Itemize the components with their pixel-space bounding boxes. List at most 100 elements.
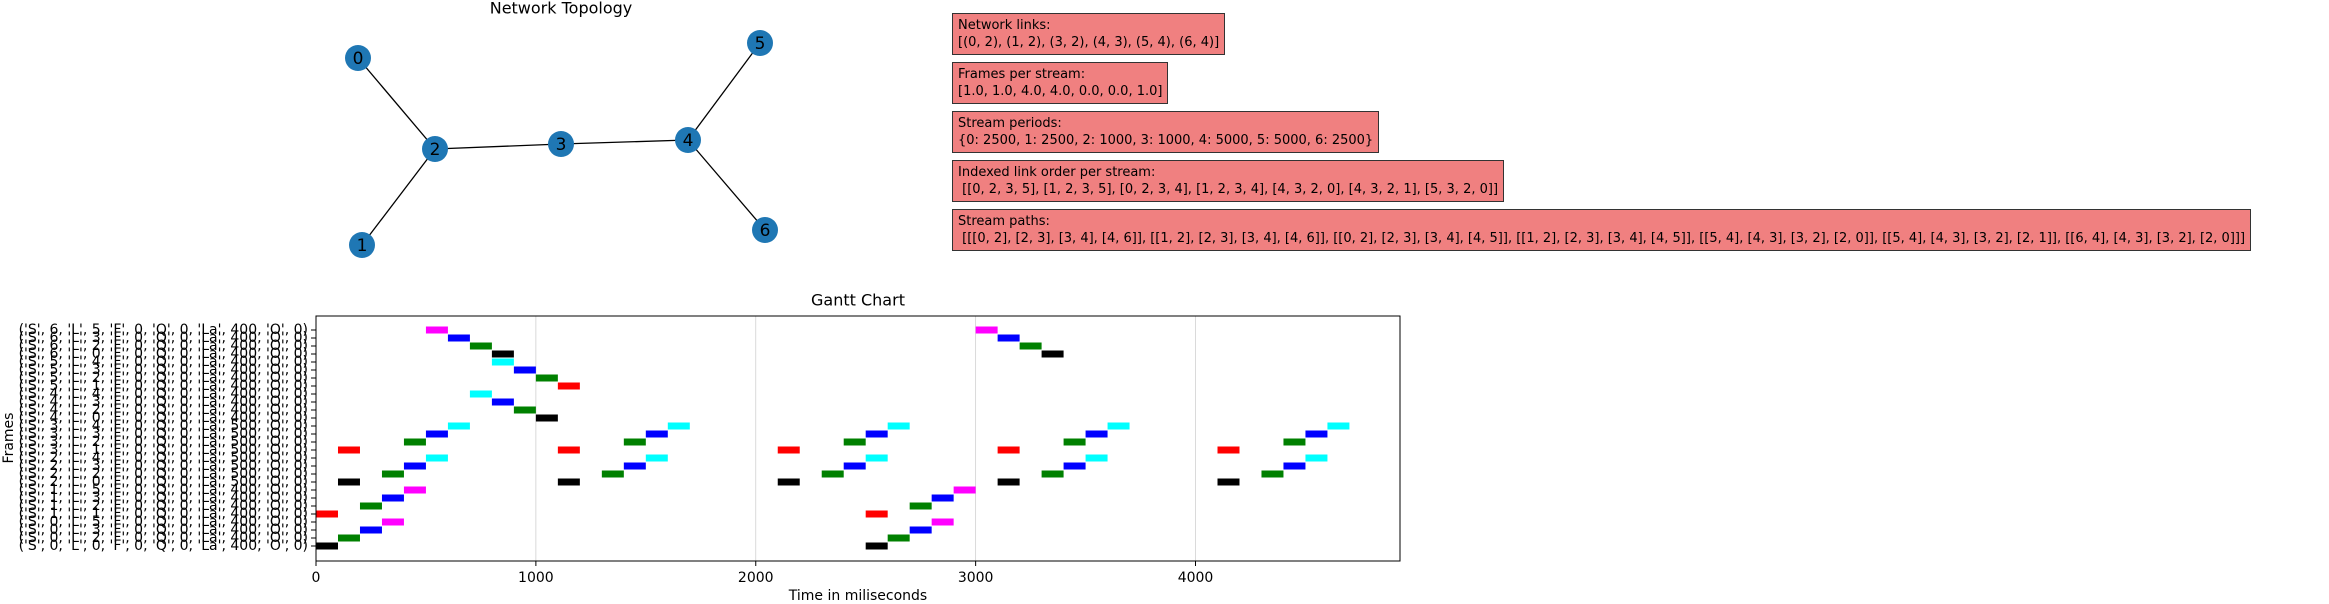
y-tick-label: ('S', 0, 'L', 3, 'F', 0, 'Q', 0, 'La', 4… <box>19 522 308 538</box>
x-tick-label: 2000 <box>738 570 774 586</box>
node-label: 2 <box>430 140 441 160</box>
info-box-text: [[0, 2, 3, 5], [1, 2, 3, 5], [0, 2, 3, 4… <box>958 182 1499 197</box>
node-label: 3 <box>556 135 567 155</box>
info-box-text: {0: 2500, 1: 2500, 2: 1000, 3: 1000, 4: … <box>958 133 1374 148</box>
edge <box>560 139 689 145</box>
gantt-bar <box>843 438 866 446</box>
y-tick-label: ('S', 4, 'L', 3, 'F', 0, 'Q', 0, 'La', 4… <box>19 394 308 410</box>
gantt-bar <box>316 510 338 518</box>
x-axis-label: Time in miliseconds <box>788 588 927 604</box>
gantt-bar <box>381 470 404 478</box>
node <box>675 127 701 153</box>
gantt-bar <box>337 446 360 454</box>
y-tick-label: ('S', 3, 'L', 2, 'F', 0, 'Q', 0, 'La', 5… <box>19 434 308 450</box>
gantt-bar <box>865 454 888 462</box>
y-tick-label: ('S', 2, 'L', 2, 'F', 0, 'Q', 0, 'La', 5… <box>19 466 308 482</box>
gantt-bar <box>909 526 932 534</box>
y-tick-label: ('S', 0, 'L', 0, 'F', 0, 'Q', 0, 'La', 4… <box>19 538 308 554</box>
gantt-bar <box>865 510 888 518</box>
y-tick-label: ('S', 0, 'L', 5, 'F', 0, 'Q', 0, 'La', 4… <box>19 514 308 530</box>
info-box-title: Network links: <box>958 18 1051 33</box>
y-tick-label: ('S', 2, 'L', 4, 'F', 0, 'Q', 0, 'La', 5… <box>19 450 308 466</box>
node-label: 6 <box>760 221 771 241</box>
y-tick-label: ('S', 1, 'L', 3, 'F', 0, 'Q', 0, 'La', 4… <box>19 490 308 506</box>
y-tick-label: ('S', 0, 'L', 2, 'F', 0, 'Q', 0, 'La', 4… <box>19 530 308 546</box>
x-tick-label: 3000 <box>958 570 994 586</box>
gantt-bar <box>535 414 558 422</box>
node-label: 0 <box>353 49 364 69</box>
node-label: 4 <box>683 131 694 151</box>
gantt-bar <box>1019 342 1042 350</box>
edge <box>687 42 761 141</box>
gantt-bar <box>337 478 360 486</box>
gantt-bar <box>1041 350 1064 358</box>
gantt-bar <box>1085 430 1108 438</box>
gantt-bar <box>645 454 668 462</box>
gantt-bar <box>425 454 448 462</box>
gantt-bar <box>1217 478 1240 486</box>
gantt-bar <box>381 494 404 502</box>
plot-frame <box>315 315 1401 562</box>
y-tick-label: ('S', 1, 'L', 2, 'F', 0, 'Q', 0, 'La', 4… <box>19 498 308 514</box>
y-tick-label: ('S', 6, 'L', 2, 'F', 0, 'Q', 0, 'La', 4… <box>19 338 308 354</box>
gantt-bar <box>1063 438 1086 446</box>
gantt-bar <box>491 398 514 406</box>
edge <box>434 143 562 150</box>
y-tick-label: ('S', 4, 'L', 0, 'F', 0, 'Q', 0, 'La', 4… <box>19 410 308 426</box>
gantt-bar <box>623 438 646 446</box>
gantt-bar <box>997 446 1020 454</box>
gantt-bar <box>997 478 1020 486</box>
edge <box>357 57 436 150</box>
y-tick-label: ('S', 1, 'L', 1, 'F', 0, 'Q', 0, 'La', 4… <box>19 506 308 522</box>
gantt-bar <box>513 366 536 374</box>
y-tick-label: ('S', 6, 'L', 3, 'F', 0, 'Q', 0, 'La', 4… <box>19 330 308 346</box>
gantt-bar <box>513 406 536 414</box>
gantt-bar <box>491 358 514 366</box>
node <box>422 136 448 162</box>
y-tick-label: ('S', 2, 'L', 0, 'F', 0, 'Q', 0, 'La', 5… <box>19 474 308 490</box>
edge <box>361 148 436 246</box>
gantt-bar <box>953 486 976 494</box>
gantt-bar <box>975 326 998 334</box>
gantt-bar <box>403 462 426 470</box>
node <box>345 45 371 71</box>
gantt-bar <box>425 326 448 334</box>
info-box-text: [(0, 2), (1, 2), (3, 2), (4, 3), (5, 4),… <box>958 35 1220 50</box>
gantt-bar <box>1305 430 1328 438</box>
info-box: Frames per stream: [1.0, 1.0, 4.0, 4.0, 0… <box>952 62 1169 104</box>
network-title: Network Topology <box>490 0 633 18</box>
gantt-bar <box>1085 454 1108 462</box>
y-tick-label: ('S', 3, 'L', 3, 'F', 0, 'Q', 0, 'La', 5… <box>19 426 308 442</box>
gantt-bar <box>931 518 954 526</box>
gantt-bar <box>1041 470 1064 478</box>
info-box-title: Indexed link order per stream: <box>958 165 1156 180</box>
y-axis-label: Frames <box>1 413 17 464</box>
gantt-bar <box>337 534 360 542</box>
y-tick-label: ('S', 6, 'L', 0, 'F', 0, 'Q', 0, 'La', 4… <box>19 346 308 362</box>
gantt-bar <box>1283 438 1306 446</box>
gantt-bar <box>865 430 888 438</box>
gantt-bar <box>469 390 492 398</box>
gantt-bar <box>1283 462 1306 470</box>
info-box: Stream periods: {0: 2500, 1: 2500, 2: 100… <box>952 111 1380 153</box>
gantt-bar <box>359 502 382 510</box>
node-label: 5 <box>755 34 766 54</box>
info-box: Indexed link order per stream: [[0, 2, 3… <box>952 160 1505 202</box>
x-tick-label: 1000 <box>518 570 554 586</box>
node <box>349 232 375 258</box>
gantt-bar <box>931 494 954 502</box>
node <box>747 30 773 56</box>
x-tick-label: 4000 <box>1178 570 1214 586</box>
y-tick-label: ('S', 1, 'L', 5, 'F', 0, 'Q', 0, 'La', 4… <box>19 482 308 498</box>
gantt-bar <box>601 470 624 478</box>
info-box: Network links: [(0, 2), (1, 2), (3, 2), (… <box>952 13 1226 55</box>
gantt-bar <box>557 478 580 486</box>
gantt-title: Gantt Chart <box>811 291 905 310</box>
node <box>752 217 778 243</box>
y-tick-label: ('S', 3, 'L', 1, 'F', 0, 'Q', 0, 'La', 5… <box>19 442 308 458</box>
gantt-bar <box>403 486 426 494</box>
node <box>548 131 574 157</box>
gantt-bar <box>843 462 866 470</box>
